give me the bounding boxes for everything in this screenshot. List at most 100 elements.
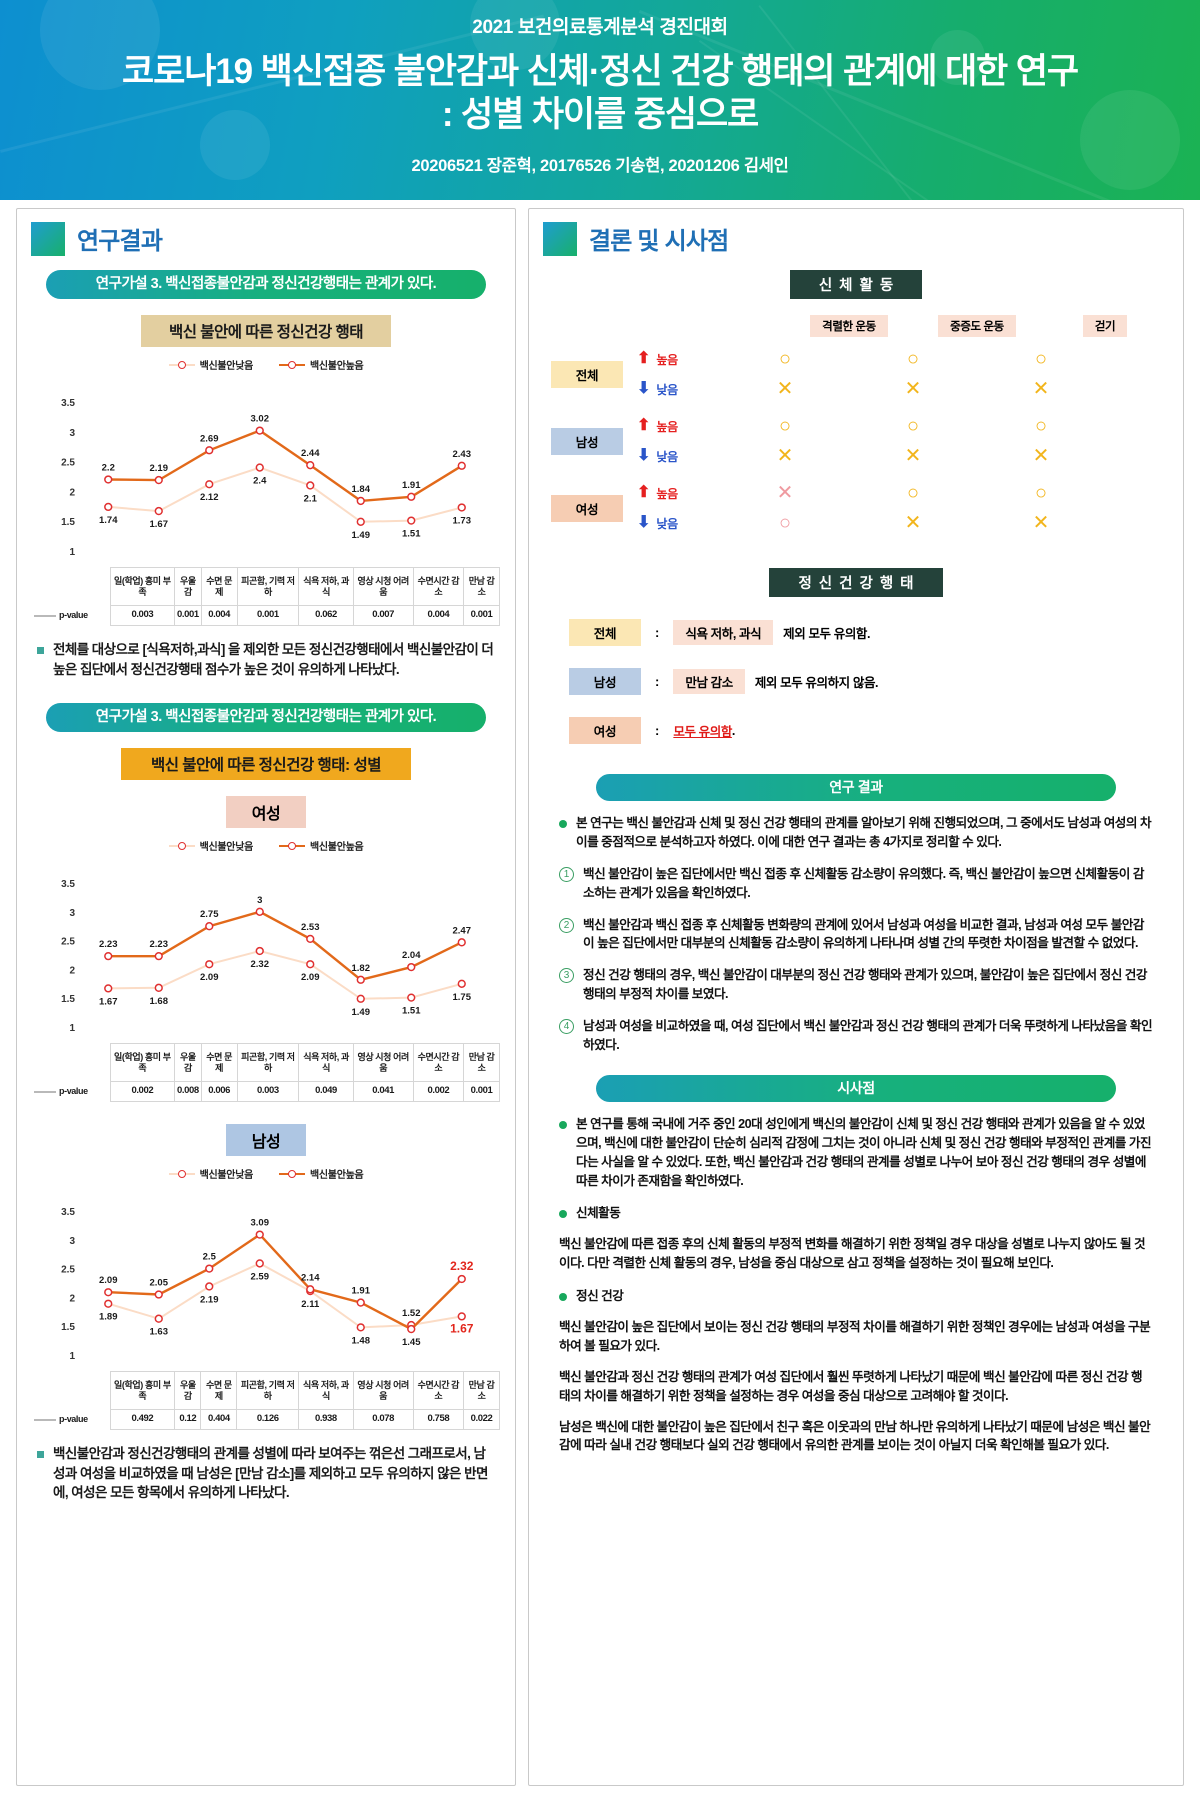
svg-text:2.1: 2.1 [304,493,318,504]
hypothesis-banner-1: 연구가설 3. 백신접종불안감과 정신건강행태는 관계가 있다. [46,270,486,299]
svg-text:2.5: 2.5 [61,937,75,948]
period-mark: . [731,723,735,738]
chart1-legend: 백신불안낮음 백신불안높음 [17,357,515,372]
implication-paragraph-mental-3: 남성은 백신에 대한 불안감이 높은 집단에서 친구 혹은 이웃과의 만남 하나… [559,1419,1151,1453]
matrix-arrow-low: ⬇ 낮음 [637,441,721,471]
matrix-mark-cross-icon: ✕ [904,445,922,467]
col-header: 수면 문제 [200,567,238,606]
pvalue-cell: 0.003 [109,605,176,626]
svg-text:1.45: 1.45 [402,1337,421,1348]
pvalue-cell: 0.008 [174,1081,202,1103]
implications-intro-text: 본 연구를 통해 국내에 거주 중인 20대 성인에게 백신의 불안감이 신체 … [576,1116,1152,1188]
pvalue-cell: 0.492 [109,1409,176,1431]
pvalue-cell: 0.001 [236,605,300,626]
legend-swatch-low-icon [168,844,195,847]
legend-item-low: 백신불안낮음 [168,838,254,854]
svg-text:1.91: 1.91 [352,1286,371,1297]
svg-text:2.47: 2.47 [453,925,472,936]
matrix-mark-circle-icon: ○ [1034,348,1048,370]
male-group-tag: 남성 [225,1124,307,1157]
result-item-2: 2 백신 불안감과 백신 접종 후 신체활동 변화량의 관계에 있어서 남성과 … [559,916,1153,954]
summary-group-label: 전체 [569,619,641,646]
svg-text:2.59: 2.59 [251,1272,270,1283]
svg-text:1.5: 1.5 [61,994,75,1005]
table-header-row: 일(학업) 흥미 부족 우울감 수면 문제 피곤함, 기력 저하 식욕 저하, … [32,567,500,606]
svg-text:1.91: 1.91 [402,480,421,491]
svg-text:2.23: 2.23 [150,939,169,950]
svg-text:2.75: 2.75 [200,909,219,920]
legend-label-high: 백신불안높음 [310,361,364,372]
decor-bubble [470,0,560,70]
svg-text:1.89: 1.89 [99,1312,118,1323]
svg-text:2.32: 2.32 [251,959,270,970]
svg-text:2.19: 2.19 [200,1295,219,1306]
svg-text:2.12: 2.12 [200,492,219,503]
bullet-square-icon [37,647,44,654]
svg-text:2.5: 2.5 [203,1252,217,1263]
matrix-mark-cross-icon: ✕ [776,482,794,504]
svg-text:2.5: 2.5 [61,1265,75,1276]
matrix-arrow-label: 낮음 [656,516,678,531]
matrix-mark-cross-icon: ✕ [776,378,794,400]
pvalue-cell: 0.049 [298,1081,354,1103]
table-corner [32,568,110,606]
table-header-row: 일(학업) 흥미 부족 우울감 수면 문제 피곤함, 기력 저하 식욕 저하, … [32,1043,500,1083]
svg-text:3.5: 3.5 [61,1207,75,1218]
finding-text: 백신불안감과 정신건강행태의 관계를 성별에 따라 보여주는 꺾은선 그래프로서… [53,1446,488,1501]
pvalue-cell: 0.078 [352,1409,414,1431]
finding-bullet-1: 전체를 대상으로 [식욕저하,과식] 을 제외한 모든 정신건강행태에서 백신불… [37,640,497,679]
pvalue-cell: 0.006 [200,1081,238,1103]
pvalue-cell: 0.002 [412,1081,465,1103]
svg-text:2.05: 2.05 [150,1278,169,1289]
series-line-icon [34,1419,56,1422]
matrix-marks-low: ✕ ✕ ✕ [721,441,1183,471]
legend-label-low: 백신불안낮음 [199,842,254,854]
matrix-arrow-low: ⬇ 낮음 [637,508,721,538]
table-corner [32,1044,110,1082]
svg-text:3.5: 3.5 [61,879,75,890]
svg-text:1.74: 1.74 [99,515,118,526]
table-row: p-value 0.002 0.008 0.006 0.003 0.049 0.… [32,1081,500,1103]
summary-group-label: 여성 [569,717,641,744]
chart3-pvalue-table: 일(학업) 흥미 부족 우울감 수면 문제 피곤함, 기력 저하 식욕 저하, … [32,1371,500,1431]
colon-separator: : [655,674,660,689]
implication-paragraph-mental-1: 백신 불안감이 높은 집단에서 보이는 정신 건강 행태의 부정적 차이를 해결… [559,1320,1151,1353]
legend-item-high: 백신불안높음 [279,1166,364,1181]
svg-text:2.5: 2.5 [61,458,75,469]
implication-heading-mental: 정신 건강 [559,1287,1153,1306]
table-header-row: 일(학업) 흥미 부족 우울감 수면 문제 피곤함, 기력 저하 식욕 저하, … [32,1371,500,1411]
legend-swatch-high-icon [279,363,305,366]
pvalue-text: p-value [59,610,88,621]
chart-3-male: 1 1.5 2 2.5 3 3.5 1.89 1.63 2.19 2.59 2.11 1.48 1.52… [31,1185,501,1375]
svg-text:1.51: 1.51 [402,529,421,540]
legend-item-low: 백신불안낮음 [168,1166,253,1181]
summary-rest: 제외 모두 유의하지 않음. [754,676,879,690]
matrix-col: 격렬한 운동 [785,315,913,337]
implications-intro-bullet: 본 연구를 통해 국내에 거주 중인 20대 성인에게 백신의 불안감이 신체 … [559,1115,1153,1191]
matrix-marks-high: ○ ○ ○ [721,344,1183,374]
matrix-col-label: 걷기 [1082,315,1128,337]
matrix-mark-circle-icon: ○ [778,348,792,370]
chart3-legend: 백신불안낮음 백신불안높음 [17,1166,515,1181]
svg-text:1.63: 1.63 [150,1327,169,1338]
col-header: 우울감 [174,1043,202,1083]
chart2-caption: 백신 불안에 따른 정신건강 행태: 성별 [121,748,411,781]
svg-text:3.02: 3.02 [251,414,270,425]
result-item-text: 백신 불안감이 높은 집단에서만 백신 접종 후 신체활동 감소량이 유의했다.… [583,866,1144,900]
implication-heading-text: 신체활동 [576,1206,621,1221]
result-item-4: 4 남성과 여성을 비교하였을 때, 여성 집단에서 백신 불안감과 정신 건강… [559,1017,1153,1055]
pvalue-cell: 0.001 [463,1081,500,1103]
colon-separator: : [655,723,660,738]
arrow-down-icon: ⬇ [637,380,651,397]
chart2-canvas: 11.522.533.51.67 1.682.092.322.091.49 1.51… [61,879,472,1034]
matrix-arrow-high: ⬆ 높음 [637,344,721,374]
arrow-up-icon: ⬆ [637,484,651,501]
results-section-title: 연구결과 [77,228,163,255]
svg-text:2: 2 [69,966,75,977]
bullet-square-icon [37,1451,44,1459]
implication-heading-text: 정신 건강 [576,1289,624,1304]
svg-text:1: 1 [69,1023,75,1034]
matrix-marks-low: ○ ✕ ✕ [721,508,1183,538]
matrix-row-female: 여성 ⬆ 높음 ⬇ 낮음 ✕ ○ [551,478,1183,538]
legend-swatch-high-icon [279,1172,305,1175]
